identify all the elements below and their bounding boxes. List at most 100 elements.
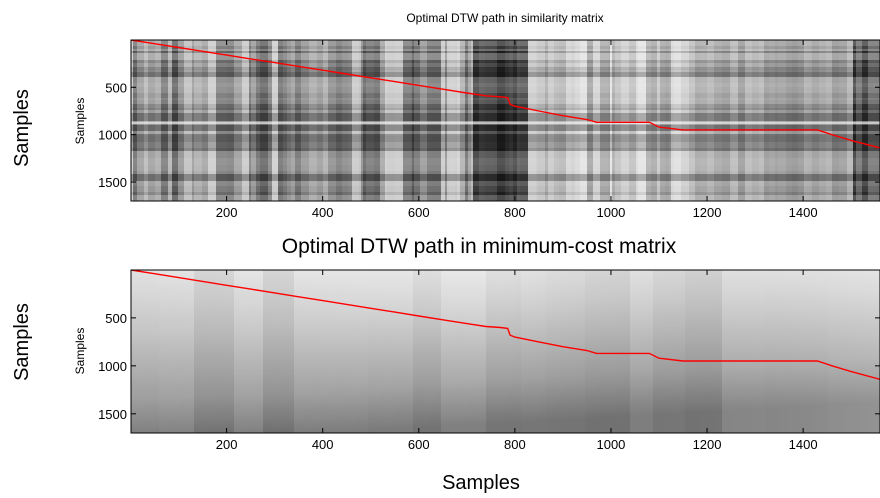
heatmap-column-127 [792,40,796,201]
cost-band-2 [194,270,234,433]
heatmap-column-66 [471,40,473,201]
heatmap-column-46 [380,40,385,201]
cost-band-10 [486,270,521,433]
heatmap-row-18 [131,110,880,113]
cost-band-1 [159,270,194,433]
heatmap-column-39 [348,40,352,201]
heatmap-column-88 [575,40,580,201]
cost-band-11 [521,270,546,433]
heatmap-row-32 [131,174,880,181]
heatmap-row-3 [131,51,880,53]
heatmap-column-82 [545,40,548,201]
heatmap-column-42 [361,40,363,201]
heatmap-row-10 [131,77,880,83]
heatmap-column-40 [352,40,359,201]
heatmap-column-74 [505,40,509,201]
heatmap-column-8 [172,40,178,201]
heatmap-column-33 [309,40,317,201]
heatmap-column-13 [202,40,208,201]
heatmap-column-86 [566,40,571,201]
heatmap-column-89 [580,40,587,201]
heatmap-column-108 [674,40,681,201]
top-y-axis: 500 1000 1500 [98,80,880,190]
heatmap-column-132 [810,40,812,201]
heatmap-row-5 [131,60,880,63]
heatmap-column-31 [295,40,301,201]
heatmap-column-129 [798,40,804,201]
heatmap-column-22 [251,40,256,201]
heatmap-column-2 [137,40,144,201]
heatmap-column-130 [804,40,807,201]
cost-band-8 [413,270,441,433]
cost-band-0 [131,270,159,433]
heatmap-column-125 [778,40,786,201]
bottom-xlabel: Samples [442,472,520,494]
heatmap-column-93 [608,40,610,201]
top-dtw-path [131,40,880,149]
heatmap-column-79 [528,40,536,201]
heatmap-column-15 [216,40,220,201]
heatmap-row-13 [131,93,880,98]
heatmap-column-91 [593,40,600,201]
heatmap-bright-row [131,121,880,125]
heatmap-column-96 [615,40,621,201]
heatmap-column-112 [700,40,707,201]
heatmap-row-0 [131,40,880,46]
heatmap-column-135 [826,40,832,201]
top-heatmap-columns [131,40,880,201]
heatmap-column-111 [695,40,700,201]
x-tick-label: 1200 [693,437,722,452]
x-tick-label: 600 [408,205,430,220]
heatmap-column-7 [168,40,172,201]
heatmap-row-7 [131,67,880,70]
heatmap-column-35 [323,40,328,201]
heatmap-column-68 [479,40,481,201]
heatmap-row-2 [131,49,880,51]
heatmap-row-16 [131,104,880,108]
cost-band-6 [336,270,368,433]
x-tick-label: 400 [312,205,334,220]
cost-band-5 [294,270,336,433]
heatmap-column-87 [571,40,575,201]
heatmap-column-123 [769,40,775,201]
heatmap-column-11 [192,40,194,201]
bottom-chart-title: Optimal DTW path in minimum-cost matrix [282,235,677,258]
x-tick-label: 1200 [693,205,722,220]
heatmap-column-52 [412,40,414,201]
heatmap-row-17 [131,108,880,110]
heatmap-column-144 [876,40,880,201]
x-tick-label: 200 [216,437,238,452]
heatmap-column-97 [621,40,629,201]
x-tick-label: 800 [504,205,526,220]
bottom-x-axis: 200 400 600 800 1000 1200 1400 [216,270,818,452]
heatmap-row-15 [131,100,880,104]
top-ylabel: Samples [73,98,87,145]
top-x-axis: 200 400 600 800 1000 1200 1400 [216,40,818,220]
heatmap-column-110 [689,40,695,201]
heatmap-row-25 [131,136,880,142]
heatmap-column-116 [730,40,732,201]
heatmap-column-43 [363,40,366,201]
x-tick-label: 1000 [596,205,625,220]
cost-band-14 [630,270,653,433]
heatmap-column-28 [283,40,287,201]
heatmap-column-80 [536,40,538,201]
heatmap-column-1 [133,40,137,201]
heatmap-column-139 [847,40,853,201]
heatmap-column-92 [600,40,608,201]
heatmap-column-50 [403,40,410,201]
heatmap-column-69 [481,40,483,201]
top-outer-ylabel: Samples [11,89,33,167]
heatmap-row-22 [131,125,880,131]
heatmap-column-122 [764,40,769,201]
top-heatmap [131,40,880,201]
x-tick-label: 600 [408,437,430,452]
x-tick-label: 1000 [596,437,625,452]
heatmap-column-37 [336,40,342,201]
heatmap-column-115 [722,40,730,201]
heatmap-column-18 [230,40,234,201]
heatmap-column-81 [538,40,545,201]
heatmap-column-114 [714,40,722,201]
y-tick-label: 500 [105,80,127,95]
heatmap-row-28 [131,151,880,158]
